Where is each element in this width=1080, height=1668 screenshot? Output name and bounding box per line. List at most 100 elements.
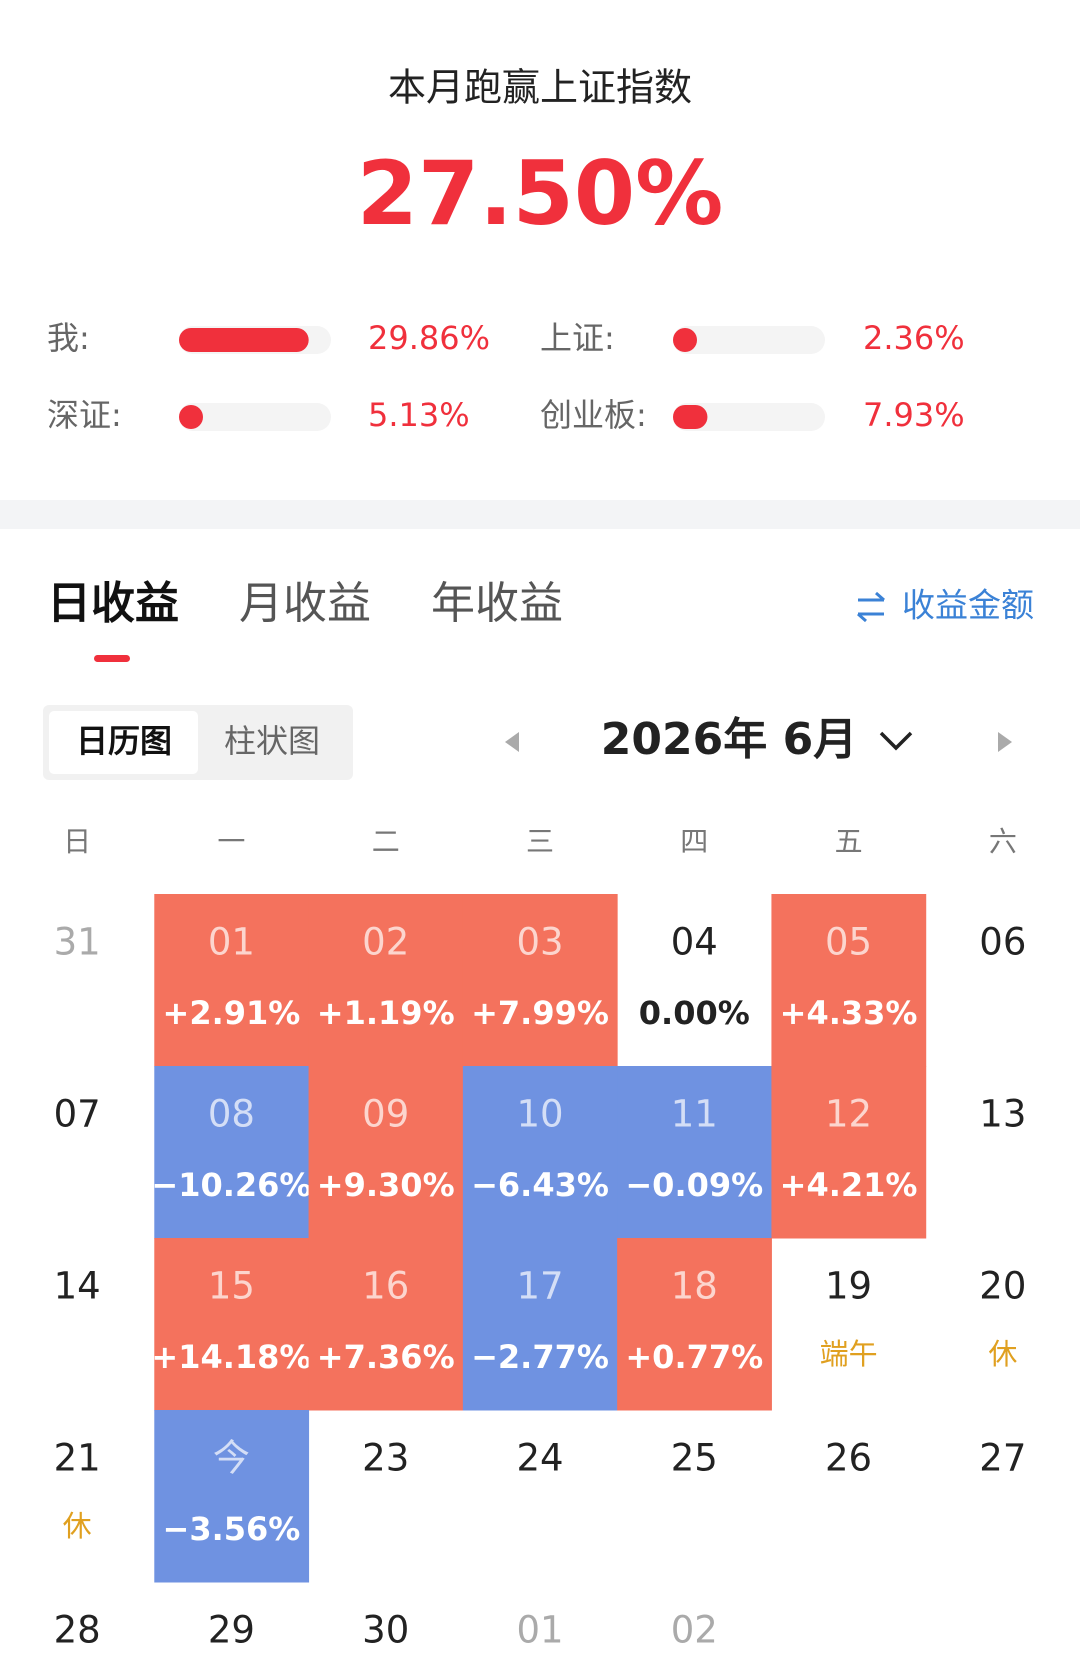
day-number[interactable]: 11 xyxy=(671,1093,718,1136)
day-number[interactable]: 15 xyxy=(208,1265,255,1308)
compare-value: 2.36% xyxy=(863,319,965,357)
day-number[interactable]: 21 xyxy=(54,1437,101,1480)
day-change: −3.56% xyxy=(163,1510,301,1548)
day-change: +14.18% xyxy=(151,1338,311,1376)
compare-bar xyxy=(179,405,203,429)
tab[interactable]: 月收益 xyxy=(239,578,371,629)
day-number[interactable]: 12 xyxy=(825,1093,872,1136)
view-option[interactable]: 柱状图 xyxy=(224,722,320,760)
day-note: 休 xyxy=(63,1509,92,1543)
day-number[interactable]: 26 xyxy=(825,1437,872,1480)
amount-toggle[interactable]: 收益金额 xyxy=(902,586,1034,625)
day-number[interactable]: 01 xyxy=(516,1609,563,1652)
day-number[interactable]: 19 xyxy=(825,1265,872,1308)
day-number[interactable]: 02 xyxy=(362,921,409,964)
compare-track xyxy=(673,403,825,431)
day-number[interactable]: 17 xyxy=(516,1265,563,1308)
separator xyxy=(0,500,1080,529)
month-dropdown[interactable] xyxy=(879,731,913,751)
day-number[interactable]: 24 xyxy=(516,1437,563,1480)
day-number[interactable]: 01 xyxy=(208,921,255,964)
swap-icon xyxy=(857,591,885,623)
weekday: 日 xyxy=(63,825,91,858)
day-cell xyxy=(154,1066,310,1239)
excess-return: 27.50% xyxy=(357,142,724,245)
day-change: +9.30% xyxy=(317,1166,455,1204)
compare-bar xyxy=(673,405,708,429)
day-cell xyxy=(617,1238,772,1411)
day-cell xyxy=(617,1066,772,1239)
tab-underline xyxy=(94,655,130,662)
day-change: −10.26% xyxy=(151,1166,311,1204)
compare-label: 上证: xyxy=(540,319,615,357)
day-change: −2.77% xyxy=(471,1338,609,1376)
next-month[interactable] xyxy=(998,732,1012,752)
day-number[interactable]: 07 xyxy=(54,1093,101,1136)
day-number[interactable]: 27 xyxy=(979,1437,1026,1480)
day-number[interactable]: 13 xyxy=(979,1093,1026,1136)
day-number[interactable]: 20 xyxy=(979,1265,1026,1308)
day-number[interactable]: 09 xyxy=(362,1093,409,1136)
day-change: +4.33% xyxy=(780,994,918,1032)
compare-value: 29.86% xyxy=(368,319,490,357)
compare-bar xyxy=(673,328,697,352)
day-change: +0.77% xyxy=(625,1338,763,1376)
day-number[interactable]: 14 xyxy=(54,1265,101,1308)
compare-label: 深证: xyxy=(47,396,122,434)
compare-track xyxy=(179,403,331,431)
tab[interactable]: 日收益 xyxy=(47,578,179,629)
day-cell xyxy=(462,1066,618,1239)
day-number[interactable]: 06 xyxy=(979,921,1026,964)
day-cell xyxy=(462,1238,618,1411)
tab[interactable]: 年收益 xyxy=(431,578,563,629)
day-change: +2.91% xyxy=(163,994,301,1032)
day-note: 休 xyxy=(988,1337,1017,1371)
day-note: 端午 xyxy=(820,1337,878,1371)
compare-label: 创业板: xyxy=(540,396,647,434)
day-cell xyxy=(308,894,464,1067)
weekday: 五 xyxy=(835,825,863,858)
weekday: 四 xyxy=(680,825,708,858)
weekday: 三 xyxy=(526,825,554,858)
day-number[interactable]: 08 xyxy=(208,1093,255,1136)
day-number[interactable]: 10 xyxy=(516,1093,563,1136)
day-number[interactable]: 04 xyxy=(671,921,718,964)
title: 本月跑赢上证指数 xyxy=(388,66,692,110)
day-cell xyxy=(308,1066,464,1239)
day-number[interactable]: 25 xyxy=(671,1437,718,1480)
month-label[interactable]: 2026年 6月 xyxy=(601,714,857,765)
compare-value: 5.13% xyxy=(368,396,470,434)
day-number[interactable]: 29 xyxy=(208,1609,255,1652)
day-change: +7.36% xyxy=(317,1338,455,1376)
day-number[interactable]: 30 xyxy=(362,1609,409,1652)
day-number[interactable]: 03 xyxy=(516,921,563,964)
day-change: +4.21% xyxy=(780,1166,918,1204)
day-cell xyxy=(462,894,618,1067)
day-cell xyxy=(154,894,310,1067)
day-number[interactable]: 23 xyxy=(362,1437,409,1480)
compare-label: 我: xyxy=(47,319,90,357)
view-option[interactable]: 日历图 xyxy=(76,722,172,760)
day-change: −0.09% xyxy=(625,1166,763,1204)
day-change: 0.00% xyxy=(639,994,750,1032)
day-number[interactable]: 18 xyxy=(671,1265,718,1308)
prev-month[interactable] xyxy=(505,732,519,752)
day-cell xyxy=(308,1238,464,1411)
day-cell xyxy=(771,894,927,1067)
compare-bar xyxy=(179,328,309,352)
day-number[interactable]: 28 xyxy=(54,1609,101,1652)
day-cell xyxy=(154,1238,310,1411)
day-number[interactable]: 05 xyxy=(825,921,872,964)
day-number[interactable]: 31 xyxy=(54,921,101,964)
day-cell xyxy=(154,1410,310,1583)
day-number[interactable]: 02 xyxy=(671,1609,718,1652)
compare-track xyxy=(673,326,825,354)
day-change: +1.19% xyxy=(317,994,455,1032)
day-number[interactable]: 16 xyxy=(362,1265,409,1308)
watermark-fade xyxy=(1030,1610,1080,1668)
weekday: 六 xyxy=(989,825,1017,858)
weekday: 二 xyxy=(372,825,400,858)
day-number[interactable]: 今 xyxy=(213,1437,250,1480)
day-cell xyxy=(771,1066,927,1239)
